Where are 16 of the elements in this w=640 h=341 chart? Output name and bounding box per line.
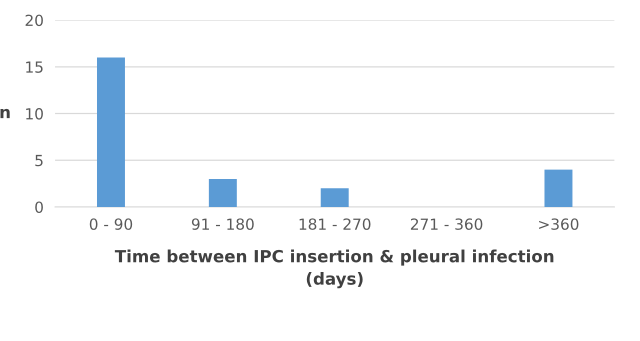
bar xyxy=(544,170,572,207)
y-tick-label: 10 xyxy=(26,108,43,120)
x-tick-label: 181 - 270 xyxy=(300,218,370,230)
bar xyxy=(96,57,125,207)
y-tick-label: 15 xyxy=(26,62,43,73)
y-tick-label: 5 xyxy=(35,154,43,166)
x-tick-label: 91 - 180 xyxy=(192,218,254,230)
y-tick-label: 20 xyxy=(26,14,43,26)
y-tick-label: 0 xyxy=(35,201,43,214)
x-tick-label: 271 - 360 xyxy=(410,218,482,230)
x-tick-label: >360 xyxy=(539,218,578,230)
x-tick-label: 0 - 90 xyxy=(90,218,132,230)
x-axis-title: Time between IPC insertion & pleural infection (days) xyxy=(114,250,554,288)
y-axis-title: n xyxy=(0,108,10,118)
bar xyxy=(320,188,349,207)
bar xyxy=(208,178,237,207)
